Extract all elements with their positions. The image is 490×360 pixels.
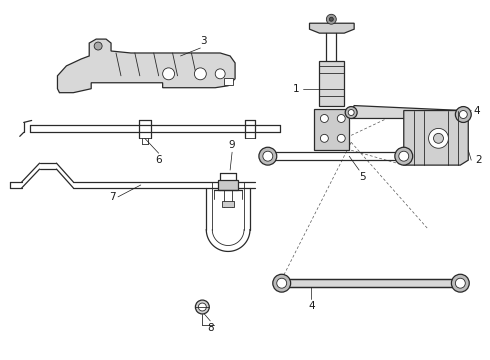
Polygon shape bbox=[57, 39, 235, 93]
Circle shape bbox=[451, 274, 469, 292]
Bar bbox=[319, 61, 344, 105]
Text: 3: 3 bbox=[200, 36, 207, 46]
Circle shape bbox=[273, 274, 291, 292]
Bar bbox=[222, 201, 234, 207]
Text: 7: 7 bbox=[109, 192, 116, 202]
Circle shape bbox=[320, 114, 328, 122]
Bar bbox=[315, 109, 349, 150]
Circle shape bbox=[277, 278, 287, 288]
Text: 9: 9 bbox=[229, 140, 235, 150]
Text: 4: 4 bbox=[473, 105, 480, 116]
Circle shape bbox=[455, 278, 466, 288]
Bar bbox=[224, 78, 233, 85]
Bar bbox=[218, 180, 238, 190]
Circle shape bbox=[215, 69, 225, 79]
Circle shape bbox=[395, 147, 413, 165]
Circle shape bbox=[198, 303, 206, 311]
Circle shape bbox=[429, 129, 448, 148]
Circle shape bbox=[337, 134, 345, 142]
Circle shape bbox=[348, 109, 354, 116]
Circle shape bbox=[459, 111, 467, 118]
Text: 1: 1 bbox=[293, 84, 299, 94]
Text: 8: 8 bbox=[207, 323, 214, 333]
Text: 2: 2 bbox=[475, 155, 482, 165]
Circle shape bbox=[399, 151, 409, 161]
Text: 6: 6 bbox=[155, 155, 162, 165]
Circle shape bbox=[94, 42, 102, 50]
Circle shape bbox=[195, 68, 206, 80]
Circle shape bbox=[259, 147, 277, 165]
Polygon shape bbox=[351, 105, 464, 118]
Circle shape bbox=[263, 151, 273, 161]
Circle shape bbox=[434, 133, 443, 143]
Circle shape bbox=[326, 14, 336, 24]
Circle shape bbox=[345, 107, 357, 118]
Polygon shape bbox=[310, 23, 354, 33]
Circle shape bbox=[455, 107, 471, 122]
Circle shape bbox=[320, 134, 328, 142]
Circle shape bbox=[163, 68, 174, 80]
Circle shape bbox=[329, 17, 333, 21]
Polygon shape bbox=[404, 111, 468, 165]
Polygon shape bbox=[282, 279, 460, 287]
Text: 5: 5 bbox=[359, 172, 366, 182]
Text: 4: 4 bbox=[308, 301, 315, 311]
Circle shape bbox=[196, 300, 209, 314]
Circle shape bbox=[337, 114, 345, 122]
